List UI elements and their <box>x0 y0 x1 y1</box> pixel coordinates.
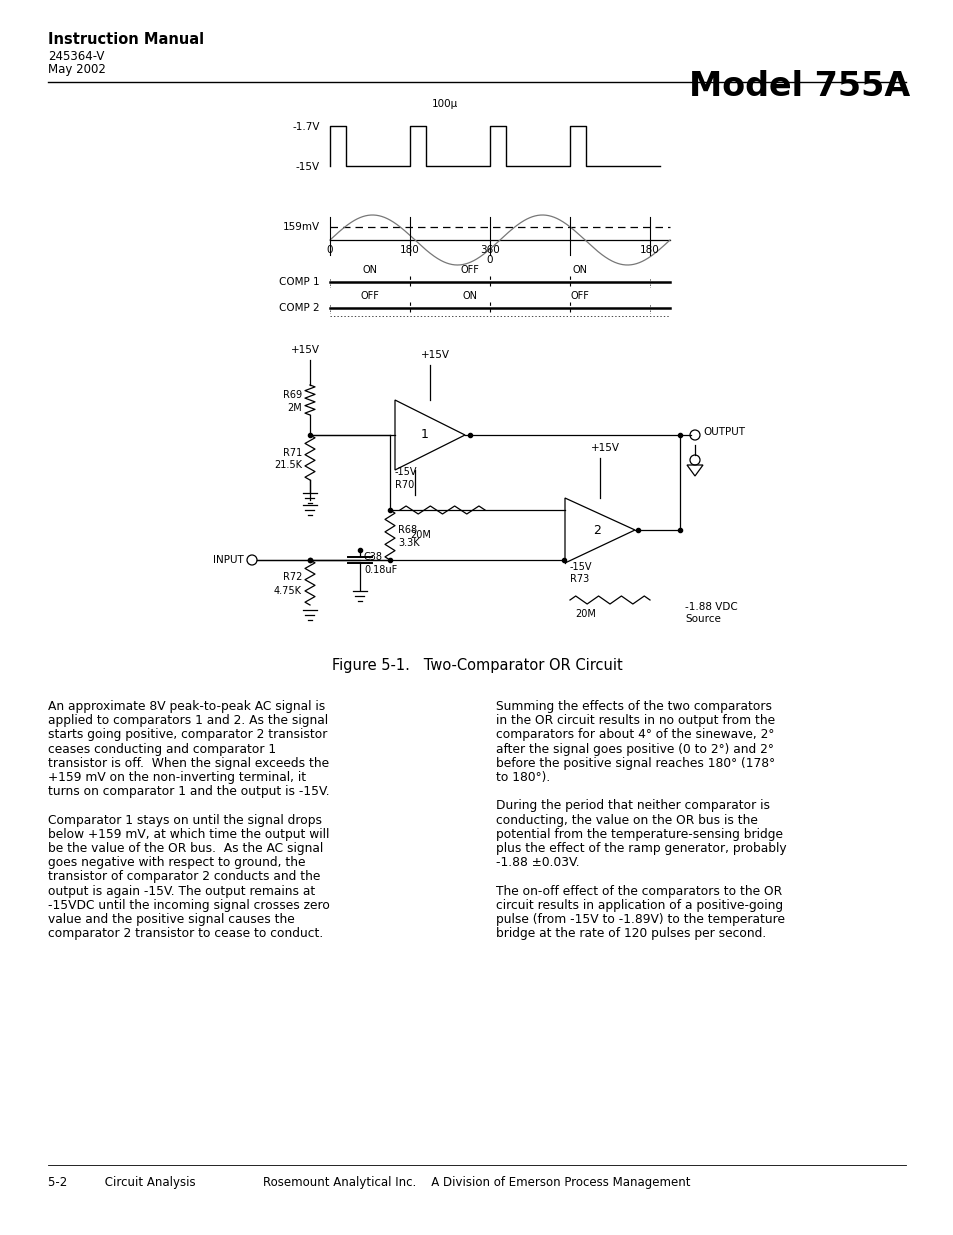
Text: circuit results in application of a positive-going: circuit results in application of a posi… <box>496 899 782 911</box>
Text: be the value of the OR bus.  As the AC signal: be the value of the OR bus. As the AC si… <box>48 842 323 855</box>
Text: bridge at the rate of 120 pulses per second.: bridge at the rate of 120 pulses per sec… <box>496 927 765 940</box>
Text: -15V: -15V <box>295 162 319 172</box>
Text: -15V: -15V <box>395 467 417 477</box>
Text: Instruction Manual: Instruction Manual <box>48 32 204 47</box>
Text: 5-2          Circuit Analysis: 5-2 Circuit Analysis <box>48 1176 195 1189</box>
Text: OUTPUT: OUTPUT <box>702 427 744 437</box>
Text: R68: R68 <box>397 525 416 535</box>
Text: -1.88 ±0.03V.: -1.88 ±0.03V. <box>496 856 579 869</box>
Text: to 180°).: to 180°). <box>496 771 550 784</box>
Text: goes negative with respect to ground, the: goes negative with respect to ground, th… <box>48 856 305 869</box>
Text: 3.3K: 3.3K <box>397 538 419 548</box>
Text: -15VDC until the incoming signal crosses zero: -15VDC until the incoming signal crosses… <box>48 899 330 911</box>
Text: The on-off effect of the comparators to the OR: The on-off effect of the comparators to … <box>496 884 781 898</box>
Text: 0.18uF: 0.18uF <box>364 564 396 576</box>
Text: -1.7V: -1.7V <box>293 122 319 132</box>
Text: 20M: 20M <box>410 530 431 540</box>
Text: OFF: OFF <box>360 291 379 301</box>
Text: +15V: +15V <box>291 345 319 354</box>
Text: below +159 mV, at which time the output will: below +159 mV, at which time the output … <box>48 827 329 841</box>
Text: plus the effect of the ramp generator, probably: plus the effect of the ramp generator, p… <box>496 842 786 855</box>
Text: before the positive signal reaches 180° (178°: before the positive signal reaches 180° … <box>496 757 774 769</box>
Text: pulse (from -15V to -1.89V) to the temperature: pulse (from -15V to -1.89V) to the tempe… <box>496 913 784 926</box>
Text: 2M: 2M <box>287 403 302 412</box>
Text: starts going positive, comparator 2 transistor: starts going positive, comparator 2 tran… <box>48 729 327 741</box>
Text: COMP 2: COMP 2 <box>279 303 319 312</box>
Text: R70: R70 <box>395 480 414 490</box>
Text: transistor of comparator 2 conducts and the: transistor of comparator 2 conducts and … <box>48 871 320 883</box>
Text: An approximate 8V peak-to-peak AC signal is: An approximate 8V peak-to-peak AC signal… <box>48 700 325 713</box>
Text: Source: Source <box>684 614 720 624</box>
Text: R71: R71 <box>282 447 302 457</box>
Text: -15V: -15V <box>569 562 592 572</box>
Text: potential from the temperature-sensing bridge: potential from the temperature-sensing b… <box>496 827 782 841</box>
Text: 0: 0 <box>327 245 333 254</box>
Text: 0: 0 <box>486 254 493 266</box>
Text: applied to comparators 1 and 2. As the signal: applied to comparators 1 and 2. As the s… <box>48 714 328 727</box>
Text: ON: ON <box>462 291 477 301</box>
Text: ON: ON <box>572 266 587 275</box>
Text: +15V: +15V <box>590 443 618 453</box>
Text: +15V: +15V <box>420 350 449 359</box>
Text: after the signal goes positive (0 to 2°) and 2°: after the signal goes positive (0 to 2°)… <box>496 742 773 756</box>
Text: 180: 180 <box>639 245 659 254</box>
Text: May 2002: May 2002 <box>48 63 106 77</box>
Text: Figure 5-1.   Two-Comparator OR Circuit: Figure 5-1. Two-Comparator OR Circuit <box>332 658 621 673</box>
Text: Rosemount Analytical Inc.    A Division of Emerson Process Management: Rosemount Analytical Inc. A Division of … <box>263 1176 690 1189</box>
Text: ceases conducting and comparator 1: ceases conducting and comparator 1 <box>48 742 275 756</box>
Text: During the period that neither comparator is: During the period that neither comparato… <box>496 799 769 813</box>
Text: Summing the effects of the two comparators: Summing the effects of the two comparato… <box>496 700 771 713</box>
Text: +159 mV on the non-inverting terminal, it: +159 mV on the non-inverting terminal, i… <box>48 771 306 784</box>
Text: ON: ON <box>362 266 377 275</box>
Text: in the OR circuit results in no output from the: in the OR circuit results in no output f… <box>496 714 774 727</box>
Text: turns on comparator 1 and the output is -15V.: turns on comparator 1 and the output is … <box>48 785 330 798</box>
Text: 2: 2 <box>593 524 600 536</box>
Text: comparator 2 transistor to cease to conduct.: comparator 2 transistor to cease to cond… <box>48 927 323 940</box>
Text: 20M: 20M <box>575 609 596 619</box>
Text: 4.75K: 4.75K <box>274 585 302 595</box>
Text: INPUT: INPUT <box>213 555 244 564</box>
Text: 360: 360 <box>479 245 499 254</box>
Text: 180: 180 <box>399 245 419 254</box>
Text: COMP 1: COMP 1 <box>279 277 319 287</box>
Text: output is again -15V. The output remains at: output is again -15V. The output remains… <box>48 884 314 898</box>
Text: 245364-V: 245364-V <box>48 49 104 63</box>
Text: OFF: OFF <box>460 266 479 275</box>
Text: 100μ: 100μ <box>432 99 457 109</box>
Text: comparators for about 4° of the sinewave, 2°: comparators for about 4° of the sinewave… <box>496 729 774 741</box>
Text: conducting, the value on the OR bus is the: conducting, the value on the OR bus is t… <box>496 814 757 826</box>
Text: R73: R73 <box>569 574 589 584</box>
Text: R69: R69 <box>283 390 302 400</box>
Text: 159mV: 159mV <box>283 222 319 232</box>
Text: C38: C38 <box>364 552 382 562</box>
Text: Comparator 1 stays on until the signal drops: Comparator 1 stays on until the signal d… <box>48 814 322 826</box>
Text: R72: R72 <box>282 573 302 583</box>
Text: -1.88 VDC: -1.88 VDC <box>684 601 737 613</box>
Text: value and the positive signal causes the: value and the positive signal causes the <box>48 913 294 926</box>
Text: OFF: OFF <box>570 291 589 301</box>
Text: 21.5K: 21.5K <box>274 461 302 471</box>
Text: 1: 1 <box>420 429 429 441</box>
Text: transistor is off.  When the signal exceeds the: transistor is off. When the signal excee… <box>48 757 329 769</box>
Text: Model 755A: Model 755A <box>688 70 909 103</box>
